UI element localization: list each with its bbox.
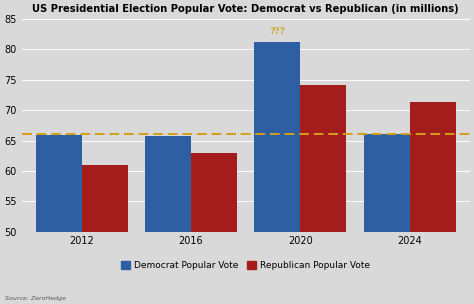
Text: ???: ???: [270, 26, 285, 36]
Text: Source: ZeroHedge: Source: ZeroHedge: [5, 296, 66, 301]
Bar: [36, 135, 82, 304]
Bar: [82, 165, 128, 304]
Bar: [301, 85, 346, 304]
Bar: [191, 153, 237, 304]
Bar: [145, 136, 191, 304]
Title: US Presidential Election Popular Vote: Democrat vs Republican (in millions): US Presidential Election Popular Vote: D…: [32, 4, 459, 14]
Bar: [255, 42, 301, 304]
Bar: [410, 102, 456, 304]
Bar: [364, 134, 410, 304]
Legend: Democrat Popular Vote, Republican Popular Vote: Democrat Popular Vote, Republican Popula…: [118, 257, 374, 274]
